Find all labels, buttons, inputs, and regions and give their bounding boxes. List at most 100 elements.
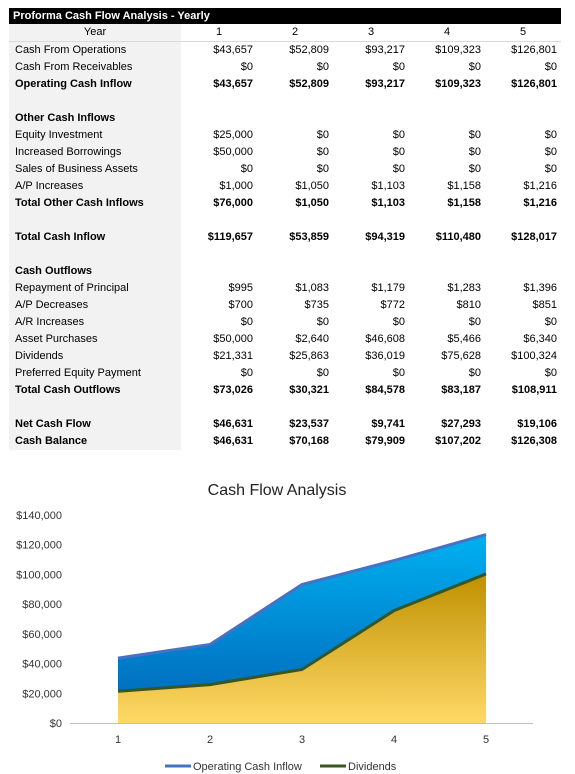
table-row: A/P Decreases $700 $735 $772 $810 $851 [9,297,561,314]
value-cell [409,212,485,229]
value-cell: $0 [316,163,329,175]
value-cell [181,212,257,229]
value-cell: $0 [468,61,481,73]
value-cell: $0 [544,367,557,379]
value-cell: $0 [316,129,329,141]
value-cell [485,399,561,416]
value-cell: $25,000 [213,129,253,141]
value-cell: $119,657 [207,231,253,243]
row-label: A/R Increases [9,314,181,331]
dividends-line [117,572,487,693]
value-cell: $21,331 [213,350,253,362]
row-label: Asset Purchases [9,331,181,348]
value-cell: $0 [468,163,481,175]
table-row: Repayment of Principal $995 $1,083 $1,179 $1… [9,280,561,297]
value-cell: $1,158 [447,197,481,209]
table-row: Other Cash Inflows [9,110,561,127]
row-label: Cash Balance [9,433,181,450]
value-cell: $1,000 [219,180,253,192]
y-tick-label: $0 [50,718,62,730]
value-cell [257,110,333,127]
value-cell: $50,000 [213,333,253,345]
x-tick-label: 2 [207,734,213,746]
row-label: Net Cash Flow [9,416,181,433]
value-cell: $1,083 [295,282,329,294]
spacer-row [9,399,561,416]
value-cell [333,110,409,127]
row-label: Total Other Cash Inflows [9,195,181,212]
spacer-row [9,246,561,263]
value-cell: $43,657 [213,44,253,56]
value-cell: $0 [544,163,557,175]
value-cell: $79,909 [365,435,405,447]
value-cell: $995 [228,282,253,294]
value-cell: $0 [544,61,557,73]
value-cell: $52,809 [289,44,329,56]
row-label: Cash From Receivables [9,59,181,76]
value-cell: $0 [544,316,557,328]
value-cell: $36,019 [365,350,405,362]
value-cell: $109,323 [435,44,481,56]
cash-flow-sheet: Proforma Cash Flow Analysis - Yearly Yea… [9,8,561,450]
value-cell [333,93,409,110]
x-axis: 1 2 3 4 5 [70,723,533,746]
value-cell: $772 [380,299,405,311]
value-cell: $100,324 [511,350,557,362]
value-cell: $108,911 [511,384,557,396]
y-tick-label: $100,000 [16,569,62,581]
table-row: Sales of Business Assets $0 $0 $0 $0 $0 [9,161,561,178]
row-label [9,212,181,229]
value-cell: $1,103 [371,180,405,192]
chart-legend: Operating Cash Inflow Dividends [165,761,397,773]
value-cell: $0 [240,61,253,73]
y-tick-label: $40,000 [22,659,62,671]
table-row: Cash Outflows [9,263,561,280]
value-cell: $83,187 [441,384,481,396]
value-cell [333,263,409,280]
value-cell: $23,537 [289,418,329,430]
row-label: A/P Increases [9,178,181,195]
value-cell [181,246,257,263]
value-cell: $0 [392,316,405,328]
value-cell [409,246,485,263]
row-label: Cash From Operations [9,41,181,59]
value-cell [257,399,333,416]
value-cell: $0 [240,316,253,328]
table-row: Net Cash Flow $46,631 $23,537 $9,741 $27,293… [9,416,561,433]
row-label: Total Cash Outflows [9,382,181,399]
value-cell: $70,168 [289,435,329,447]
value-cell: $0 [392,146,405,158]
value-cell: $0 [392,163,405,175]
y-tick-label: $140,000 [16,510,62,522]
value-cell: $46,631 [213,435,253,447]
value-cell: $30,321 [289,384,329,396]
value-cell: $0 [392,61,405,73]
value-cell [485,212,561,229]
row-label: Operating Cash Inflow [9,76,181,93]
value-cell [409,399,485,416]
table-row: Equity Investment $25,000 $0 $0 $0 $0 [9,127,561,144]
legend-label: Operating Cash Inflow [193,761,302,773]
value-cell: $93,217 [365,78,405,90]
row-label [9,399,181,416]
y-axis: $0 $20,000 $40,000 $60,000 $80,000 $100,000 $1… [16,510,62,730]
value-cell: $2,640 [295,333,329,345]
y-tick-label: $20,000 [22,688,62,700]
value-cell [257,246,333,263]
value-cell: $43,657 [213,78,253,90]
value-cell [333,212,409,229]
row-label: Increased Borrowings [9,144,181,161]
value-cell: $0 [392,129,405,141]
cash-flow-table: Year 1 2 3 4 5 Cash From Operations $43,657 $52,… [9,24,561,450]
year-header-cell: 1 [181,24,257,42]
table-row: Cash From Operations $43,657 $52,809 $93,21… [9,41,561,59]
legend-label: Dividends [348,761,397,773]
value-cell: $50,000 [213,146,253,158]
value-cell: $19,106 [517,418,557,430]
table-row: Dividends $21,331 $25,863 $36,019 $75,628 $10… [9,348,561,365]
value-cell [181,93,257,110]
operating-cash-inflow-area [118,534,486,692]
value-cell: $73,026 [213,384,253,396]
value-cell [409,110,485,127]
x-tick-label: 4 [391,734,397,746]
